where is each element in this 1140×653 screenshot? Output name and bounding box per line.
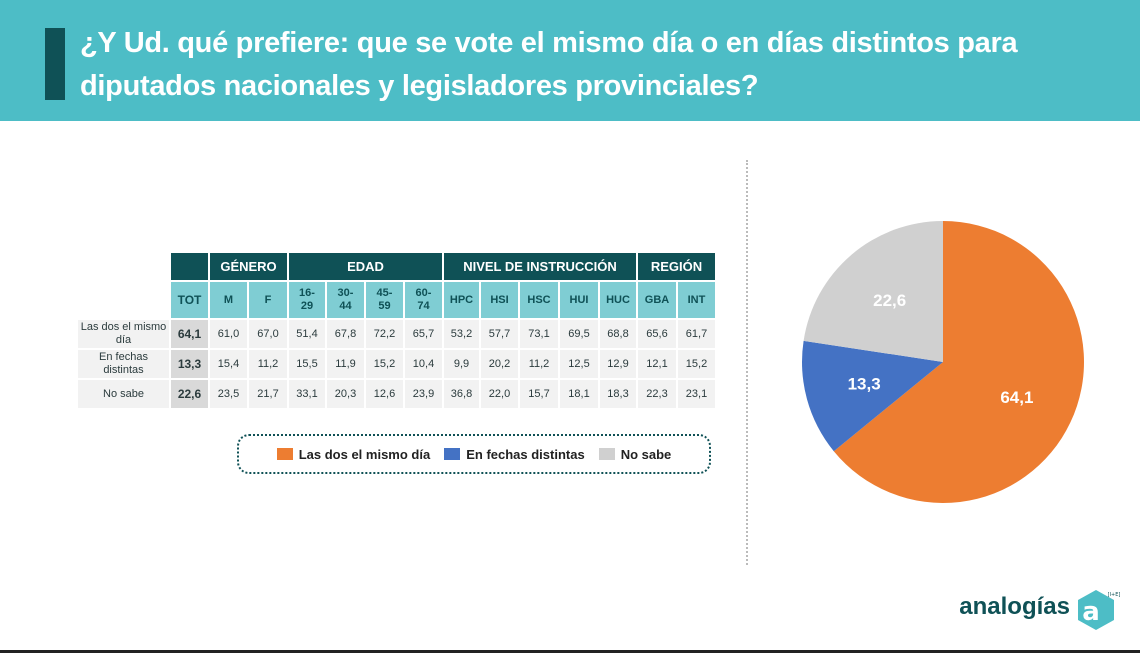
column-header: 60- 74	[405, 282, 442, 318]
table-cell: 20,2	[481, 350, 518, 378]
legend-swatch	[444, 448, 461, 460]
logo-mark-letter: a	[1082, 597, 1100, 627]
table-cell: 64,1	[171, 320, 208, 348]
group-header: GÉNERO	[210, 253, 287, 280]
pie-slice	[833, 221, 1084, 504]
table-cell: 67,0	[249, 320, 287, 348]
table-row: Las dos el mismo día 64,1 61,0 67,0 51,4 67,8…	[78, 320, 715, 348]
row-label: En fechas distintas	[78, 350, 169, 378]
group-header: NIVEL DE INSTRUCCIÓN	[444, 253, 636, 280]
table-cell: 61,0	[210, 320, 247, 348]
table-row: No sabe 22,6 23,5 21,7 33,1 20,3 12,6 23,9 36,8 2…	[78, 380, 715, 408]
table-cell: 65,6	[638, 320, 676, 348]
pie-slice	[803, 221, 943, 362]
table-cell: 23,9	[405, 380, 442, 408]
table-cell: 12,1	[638, 350, 676, 378]
logo-mark: a [I+E]	[1078, 590, 1121, 630]
header-banner: ¿Y Ud. qué prefiere: que se vote el mism…	[0, 0, 1140, 121]
table-cell: 15,7	[520, 380, 558, 408]
bottom-border	[0, 650, 1140, 653]
table-cell: 15,2	[366, 350, 403, 378]
table-row: En fechas distintas 13,3 15,4 11,2 15,5 11,9 1…	[78, 350, 715, 378]
table-cell: 22,3	[638, 380, 676, 408]
group-header: EDAD	[289, 253, 442, 280]
table-cell: 61,7	[678, 320, 715, 348]
pie-chart: 64,1 13,3 22,6	[802, 221, 1084, 504]
table-cell: 11,2	[249, 350, 287, 378]
column-header: M	[210, 282, 247, 318]
table-cell: 69,5	[560, 320, 598, 348]
table-cell: 15,5	[289, 350, 325, 378]
table-cell: 73,1	[520, 320, 558, 348]
table-cell: 11,2	[520, 350, 558, 378]
column-header: HSI	[481, 282, 518, 318]
pie-slice	[802, 340, 943, 452]
logo-mark-sup: [I+E]	[1108, 592, 1121, 598]
table-cell: 22,6	[171, 380, 208, 408]
row-label: No sabe	[78, 380, 169, 408]
table-cell: 20,3	[327, 380, 364, 408]
column-header: 30- 44	[327, 282, 364, 318]
legend-label: En fechas distintas	[466, 446, 585, 462]
table-cell: 72,2	[366, 320, 403, 348]
table-cell: 36,8	[444, 380, 479, 408]
table-cell: 57,7	[481, 320, 518, 348]
column-header: HUC	[600, 282, 636, 318]
table-cell: 9,9	[444, 350, 479, 378]
header-tot-blank	[171, 253, 208, 280]
divider	[746, 160, 748, 565]
column-header: F	[249, 282, 287, 318]
table-cell: 15,2	[678, 350, 715, 378]
column-header: 16- 29	[289, 282, 325, 318]
table-cell: 12,5	[560, 350, 598, 378]
chart-legend: Las dos el mismo día En fechas distintas N…	[237, 434, 711, 474]
column-header: 45- 59	[366, 282, 403, 318]
table-cell: 53,2	[444, 320, 479, 348]
column-header: HSC	[520, 282, 558, 318]
page-title: ¿Y Ud. qué prefiere: que se vote el mism…	[80, 27, 1018, 102]
legend-swatch	[598, 448, 615, 460]
table-cell: 51,4	[289, 320, 325, 348]
table-cell: 21,7	[249, 380, 287, 408]
table-cell: 67,8	[327, 320, 364, 348]
logo-text: analogías	[959, 593, 1070, 620]
table-cell: 18,3	[600, 380, 636, 408]
row-label: Las dos el mismo día	[78, 320, 169, 348]
column-header: HUI	[560, 282, 598, 318]
table-cell: 23,1	[678, 380, 715, 408]
pie-data-label: 64,1	[1000, 388, 1033, 407]
table-cell: 12,9	[600, 350, 636, 378]
legend-item: No sabe	[598, 446, 672, 462]
column-header: GBA	[638, 282, 676, 318]
column-header: HPC	[444, 282, 479, 318]
pie-data-label: 13,3	[848, 375, 881, 394]
crosstab-table: GÉNERO EDAD NIVEL DE INSTRUCCIÓN REGIÓN TOT M…	[76, 251, 717, 410]
table-cell: 13,3	[171, 350, 208, 378]
table-cell: 15,4	[210, 350, 247, 378]
table-cell: 22,0	[481, 380, 518, 408]
legend-item: En fechas distintas	[444, 446, 585, 462]
table-cell: 65,7	[405, 320, 442, 348]
legend-label: No sabe	[620, 446, 672, 462]
table-cell: 33,1	[289, 380, 325, 408]
table-cell: 68,8	[600, 320, 636, 348]
column-header: TOT	[171, 282, 208, 318]
column-header: INT	[678, 282, 715, 318]
pie-data-label: 22,6	[873, 291, 906, 310]
table-cell: 23,5	[210, 380, 247, 408]
legend-swatch	[276, 448, 293, 460]
table-cell: 18,1	[560, 380, 598, 408]
table-cell: 10,4	[405, 350, 442, 378]
table-cell: 12,6	[366, 380, 403, 408]
table-cell: 11,9	[327, 350, 364, 378]
legend-item: Las dos el mismo día	[276, 446, 431, 462]
group-header: REGIÓN	[638, 253, 715, 280]
title-accent-bar	[45, 28, 65, 100]
legend-label: Las dos el mismo día	[298, 446, 431, 462]
